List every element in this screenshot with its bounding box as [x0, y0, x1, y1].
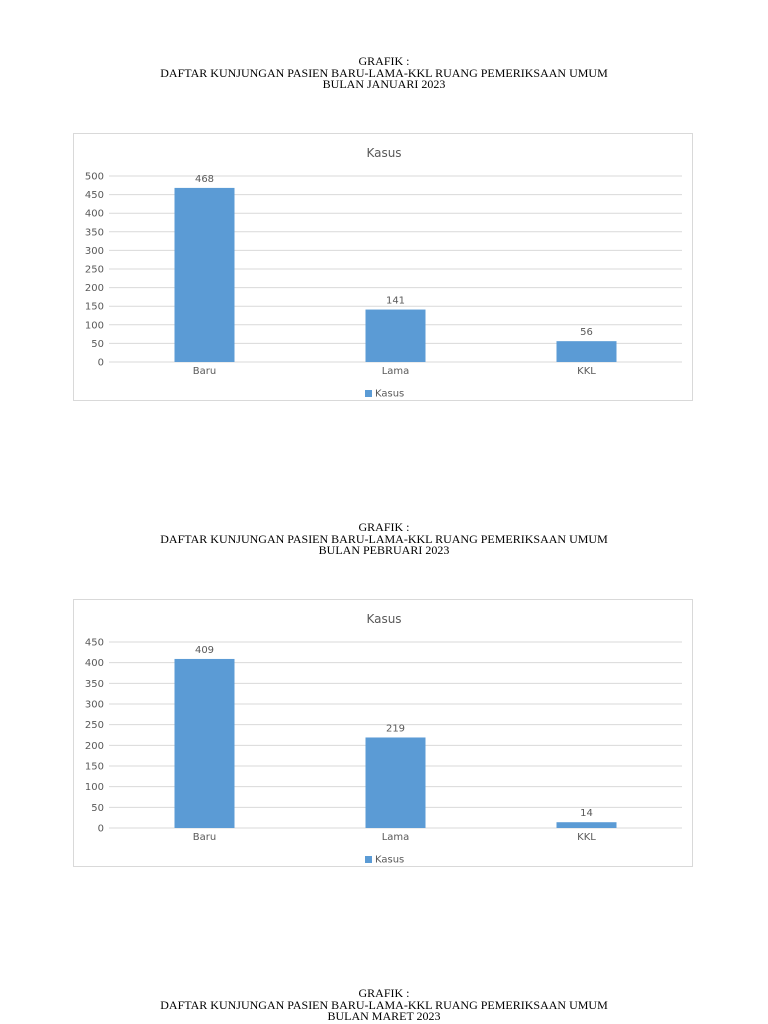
y-tick-label: 200: [85, 741, 104, 752]
x-tick-label: KKL: [577, 832, 596, 843]
y-tick-label: 150: [85, 302, 104, 313]
y-tick-label: 250: [85, 720, 104, 731]
y-tick-label: 300: [85, 246, 104, 257]
chart-heading-february: GRAFIK : DAFTAR KUNJUNGAN PASIEN BARU-LA…: [0, 520, 768, 557]
y-tick-label: 0: [98, 358, 104, 369]
heading-subject: DAFTAR KUNJUNGAN PASIEN BARU-LAMA-KKL RU…: [160, 531, 608, 546]
y-tick-label: 250: [85, 265, 104, 276]
data-label: 409: [195, 645, 214, 656]
y-tick-label: 450: [85, 638, 104, 649]
chart-february: Kasus 0 50 100 150 200 250 300 350 400 450 409 Baru 2…: [73, 599, 693, 867]
heading-label: GRAFIK :: [358, 986, 410, 1000]
bar-baru: [174, 658, 235, 828]
chart-january: Kasus 0 50 100 150 200 250 300 350 400 450 500 468 Ba…: [73, 133, 693, 401]
chart-heading-january: GRAFIK : DAFTAR KUNJUNGAN PASIEN BARU-LA…: [0, 54, 768, 91]
x-tick-label: Baru: [193, 366, 216, 377]
x-tick-label: Lama: [382, 832, 410, 843]
bar-baru: [174, 187, 235, 362]
chart-february-svg: Kasus 0 50 100 150 200 250 300 350 400 450 409 Baru 2…: [85, 612, 682, 866]
legend-label: Kasus: [375, 855, 404, 866]
chart-title: Kasus: [366, 612, 401, 626]
data-label: 141: [386, 296, 405, 307]
y-tick-label: 100: [85, 782, 104, 793]
y-tick-label: 50: [91, 339, 104, 350]
y-tick-label: 0: [98, 824, 104, 835]
data-label: 14: [580, 808, 593, 819]
y-tick-label: 400: [85, 209, 104, 220]
chart-january-svg: Kasus 0 50 100 150 200 250 300 350 400 450 500 468 Ba…: [85, 146, 682, 400]
heading-subject: DAFTAR KUNJUNGAN PASIEN BARU-LAMA-KKL RU…: [160, 65, 608, 80]
y-tick-label: 150: [85, 762, 104, 773]
y-tick-label: 500: [85, 172, 104, 183]
heading-period: BULAN PEBRUARI 2023: [318, 543, 450, 557]
x-tick-label: Baru: [193, 832, 216, 843]
bar-lama: [365, 309, 426, 362]
y-tick-label: 400: [85, 658, 104, 669]
heading-label: GRAFIK :: [358, 54, 410, 68]
data-label: 468: [195, 174, 214, 185]
x-tick-label: KKL: [577, 366, 596, 377]
y-tick-label: 100: [85, 320, 104, 331]
legend-swatch: [365, 390, 372, 397]
y-tick-label: 300: [85, 700, 104, 711]
y-tick-label: 450: [85, 190, 104, 201]
y-tick-label: 350: [85, 227, 104, 238]
legend-swatch: [365, 856, 372, 863]
y-tick-label: 50: [91, 803, 104, 814]
heading-period: BULAN JANUARI 2023: [322, 77, 446, 91]
bar-kkl: [556, 822, 617, 828]
bar-lama: [365, 737, 426, 828]
data-label: 56: [580, 327, 593, 338]
y-tick-label: 200: [85, 283, 104, 294]
bar-kkl: [556, 341, 617, 362]
heading-label: GRAFIK :: [358, 520, 410, 534]
heading-period: BULAN MARET 2023: [327, 1009, 441, 1023]
heading-subject: DAFTAR KUNJUNGAN PASIEN BARU-LAMA-KKL RU…: [160, 997, 608, 1012]
legend-label: Kasus: [375, 389, 404, 400]
data-label: 219: [386, 723, 405, 734]
x-tick-label: Lama: [382, 366, 410, 377]
y-tick-label: 350: [85, 679, 104, 690]
chart-title: Kasus: [366, 146, 401, 160]
chart-heading-march: GRAFIK : DAFTAR KUNJUNGAN PASIEN BARU-LA…: [0, 986, 768, 1023]
